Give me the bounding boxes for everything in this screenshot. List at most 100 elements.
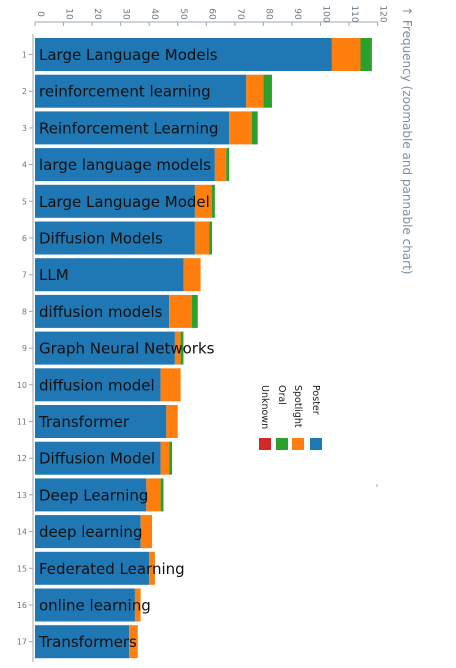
value-tick-label: 50: [178, 8, 188, 20]
bar-segment-poster[interactable]: [35, 38, 332, 71]
bar-segment-spotlight[interactable]: [194, 221, 210, 255]
rank-tick-label: 13: [17, 491, 27, 500]
bar-segment-oral[interactable]: [226, 148, 230, 182]
legend-label-spotlight: Spotlight: [292, 385, 303, 428]
legend-swatch-spotlight: [292, 438, 304, 450]
value-tick-label: 40: [149, 8, 159, 20]
bar-segment-spotlight[interactable]: [166, 405, 178, 438]
bar-segment-oral[interactable]: [263, 74, 272, 108]
bar-segment-poster[interactable]: [35, 551, 150, 585]
rank-tick-label: 11: [17, 418, 27, 427]
bar-segment-poster[interactable]: [35, 368, 161, 402]
bar-segment-poster[interactable]: [35, 588, 135, 622]
bar-segment-poster[interactable]: [35, 258, 184, 292]
bar-segment-spotlight[interactable]: [160, 368, 181, 402]
value-tick-label: 0: [35, 11, 45, 17]
rank-tick-label: 8: [22, 307, 27, 316]
legend-label-poster: Poster: [310, 385, 321, 415]
rank-tick-label: 16: [17, 601, 27, 610]
legend: Poster Spotlight Oral Unknown: [259, 385, 322, 450]
bar-label: deep learning: [39, 523, 142, 541]
rank-tick-label: 1: [22, 51, 27, 60]
value-tick-label: 120: [378, 5, 388, 22]
bar-segment-oral[interactable]: [251, 111, 258, 145]
bar-label: Deep Learning: [39, 486, 148, 504]
frequency-axis-label: ↑ Frequency (zoomable and pannable chart…: [400, 6, 414, 274]
bar-label: Transformers: [38, 633, 137, 651]
bar-segment-poster[interactable]: [35, 184, 195, 218]
bar-segment-poster[interactable]: [35, 405, 167, 438]
bar-segment-spotlight[interactable]: [214, 148, 227, 182]
bar-segment-spotlight[interactable]: [140, 515, 153, 549]
legend-swatch-oral: [276, 438, 288, 450]
bar-segment-poster[interactable]: [35, 74, 247, 108]
bar-segment-poster[interactable]: [35, 148, 215, 182]
legend-swatch-poster: [310, 438, 322, 450]
rank-tick-label: 14: [17, 528, 27, 537]
bar-label: Diffusion Model: [39, 450, 155, 468]
bar-segment-spotlight[interactable]: [129, 625, 138, 659]
bar-segment-oral[interactable]: [160, 478, 164, 512]
bar-segment-spotlight[interactable]: [246, 74, 264, 108]
bar-segment-poster[interactable]: [35, 515, 141, 549]
bar-label: large language models: [39, 156, 211, 174]
bar-segment-oral[interactable]: [209, 221, 213, 255]
bar-segment-oral[interactable]: [192, 294, 198, 328]
bar-segment-poster[interactable]: [35, 221, 195, 255]
bar-segment-spotlight[interactable]: [194, 184, 213, 218]
value-tick-label: 20: [92, 8, 102, 20]
bar-label: Diffusion Models: [39, 230, 163, 248]
bar-label: Large Language Models: [39, 46, 218, 64]
bar-labels-group: Large Language Models reinforcement learn…: [38, 46, 219, 651]
rank-tick-label: 4: [22, 161, 27, 170]
bar-segment-poster[interactable]: [35, 111, 230, 145]
value-tick-label: 80: [263, 8, 273, 20]
value-tick-label: 10: [64, 8, 74, 20]
rank-tick-label: 7: [22, 271, 27, 280]
bar-label: Federated Learning: [39, 560, 185, 578]
bar-label: Transformer: [38, 413, 130, 431]
value-tick-label: 30: [121, 8, 131, 20]
bar-segment-spotlight[interactable]: [149, 551, 155, 585]
bar-label: Reinforcement Learning: [39, 119, 219, 137]
legend-swatch-unknown: [259, 438, 271, 450]
rank-tick-label: 9: [22, 344, 27, 353]
bar-segment-spotlight[interactable]: [160, 441, 170, 475]
rank-tick-label: 3: [22, 124, 27, 133]
bar-segment-poster[interactable]: [35, 478, 147, 512]
bar-label: diffusion models: [39, 303, 163, 321]
value-tick-label: 110: [349, 5, 359, 22]
rank-tick-label: 12: [17, 454, 27, 463]
legend-label-unknown: Unknown: [259, 385, 270, 429]
bar-segment-oral[interactable]: [360, 38, 372, 71]
rank-tick-label: 2: [22, 87, 27, 96]
bar-segment-oral[interactable]: [180, 331, 184, 365]
bar-label: diffusion model: [39, 376, 155, 394]
rank-tick-label: 5: [22, 197, 27, 206]
bar-segment-spotlight[interactable]: [134, 588, 141, 622]
bar-segment-spotlight[interactable]: [229, 111, 252, 145]
bar-segment-oral[interactable]: [212, 184, 215, 218]
bar-segment-poster[interactable]: [35, 625, 130, 659]
bar-segment-spotlight[interactable]: [169, 294, 193, 328]
bar-label: Large Language Model: [39, 193, 210, 211]
bar-segment-spotlight[interactable]: [331, 38, 361, 71]
bars-group: [35, 38, 372, 659]
bar-segment-poster[interactable]: [35, 441, 161, 475]
bar-segment-spotlight[interactable]: [183, 258, 201, 292]
bar-label: online learning: [39, 597, 151, 615]
bar-segment-spotlight[interactable]: [174, 331, 181, 365]
bar-segment-oral[interactable]: [169, 441, 173, 475]
value-tick-label: 90: [292, 8, 302, 20]
bar-segment-spotlight[interactable]: [146, 478, 161, 512]
bar-segment-poster[interactable]: [35, 331, 175, 365]
legend-label-oral: Oral: [276, 385, 287, 405]
bar-label: reinforcement learning: [39, 83, 211, 101]
rank-tick-label: 10: [17, 381, 27, 390]
rank-tick-label: 15: [17, 564, 27, 573]
bar-segment-poster[interactable]: [35, 294, 170, 328]
bar-label: Graph Neural Networks: [39, 340, 215, 358]
value-tick-label: 100: [321, 5, 331, 22]
